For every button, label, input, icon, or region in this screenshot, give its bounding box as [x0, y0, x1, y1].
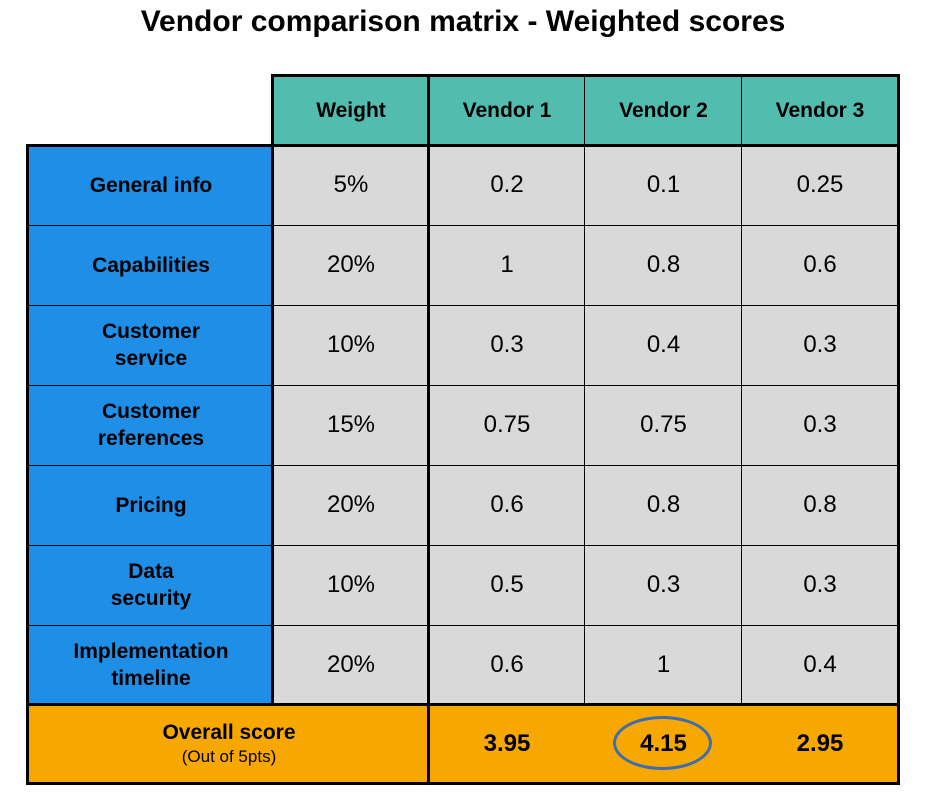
grid-line	[26, 225, 900, 226]
row-label-customer-service: Customer service	[29, 305, 273, 385]
grid-line	[427, 74, 430, 785]
score-cell: 0.75	[429, 385, 585, 465]
score-cell: 0.75	[585, 385, 742, 465]
row-label-data-security: Data security	[29, 545, 273, 625]
score-cell: 0.6	[429, 465, 585, 545]
score-cell: 0.1	[585, 145, 742, 225]
column-header-weight: Weight	[273, 76, 429, 145]
score-cell: 0.6	[742, 225, 898, 305]
score-cell: 0.6	[429, 625, 585, 704]
weight-cell: 20%	[273, 465, 429, 545]
weight-cell: 10%	[273, 305, 429, 385]
page-title: Vendor comparison matrix - Weighted scor…	[140, 5, 786, 38]
grid-line	[26, 305, 900, 306]
grid-line	[26, 625, 900, 626]
overall-score-vendor-1: 3.95	[429, 704, 585, 783]
weight-cell: 15%	[273, 385, 429, 465]
score-cell: 1	[585, 625, 742, 704]
score-cell: 0.2	[429, 145, 585, 225]
overall-score-vendor-3: 2.95	[742, 704, 898, 783]
overall-score-title: Overall score	[162, 720, 296, 744]
grid-line	[26, 385, 900, 386]
score-cell: 0.3	[742, 305, 898, 385]
score-cell: 0.8	[742, 465, 898, 545]
row-label-customer-references: Customer references	[29, 385, 273, 465]
grid-line	[584, 74, 585, 705]
score-cell: 0.8	[585, 465, 742, 545]
grid-line	[741, 74, 742, 705]
score-cell: 0.8	[585, 225, 742, 305]
column-header-vendor-1: Vendor 1	[429, 76, 585, 145]
overall-score-subtitle: (Out of 5pts)	[181, 746, 277, 766]
score-cell: 0.5	[429, 545, 585, 625]
row-label-capabilities: Capabilities	[29, 225, 273, 305]
row-label-general-info: General info	[29, 145, 273, 225]
grid-line	[26, 465, 900, 466]
highlight-circle	[613, 716, 712, 770]
column-header-vendor-3: Vendor 3	[742, 76, 898, 145]
grid-line	[26, 703, 900, 706]
column-header-vendor-2: Vendor 2	[585, 76, 742, 145]
grid-line	[26, 144, 900, 147]
score-cell: 0.4	[742, 625, 898, 704]
weight-cell: 20%	[273, 625, 429, 704]
score-cell: 0.3	[585, 545, 742, 625]
overall-score-label: Overall score (Out of 5pts)	[29, 704, 429, 783]
grid-line	[271, 74, 274, 705]
grid-line	[897, 74, 900, 785]
grid-line	[271, 74, 900, 77]
score-cell: 0.25	[742, 145, 898, 225]
grid-line	[26, 782, 900, 785]
score-cell: 0.3	[742, 385, 898, 465]
score-cell: 0.4	[585, 305, 742, 385]
score-cell: 0.3	[429, 305, 585, 385]
weight-cell: 10%	[273, 545, 429, 625]
row-label-pricing: Pricing	[29, 465, 273, 545]
score-cell: 1	[429, 225, 585, 305]
weight-cell: 5%	[273, 145, 429, 225]
weight-cell: 20%	[273, 225, 429, 305]
grid-line	[26, 545, 900, 546]
score-cell: 0.3	[742, 545, 898, 625]
row-label-implementation-timeline: Implementation timeline	[29, 625, 273, 704]
